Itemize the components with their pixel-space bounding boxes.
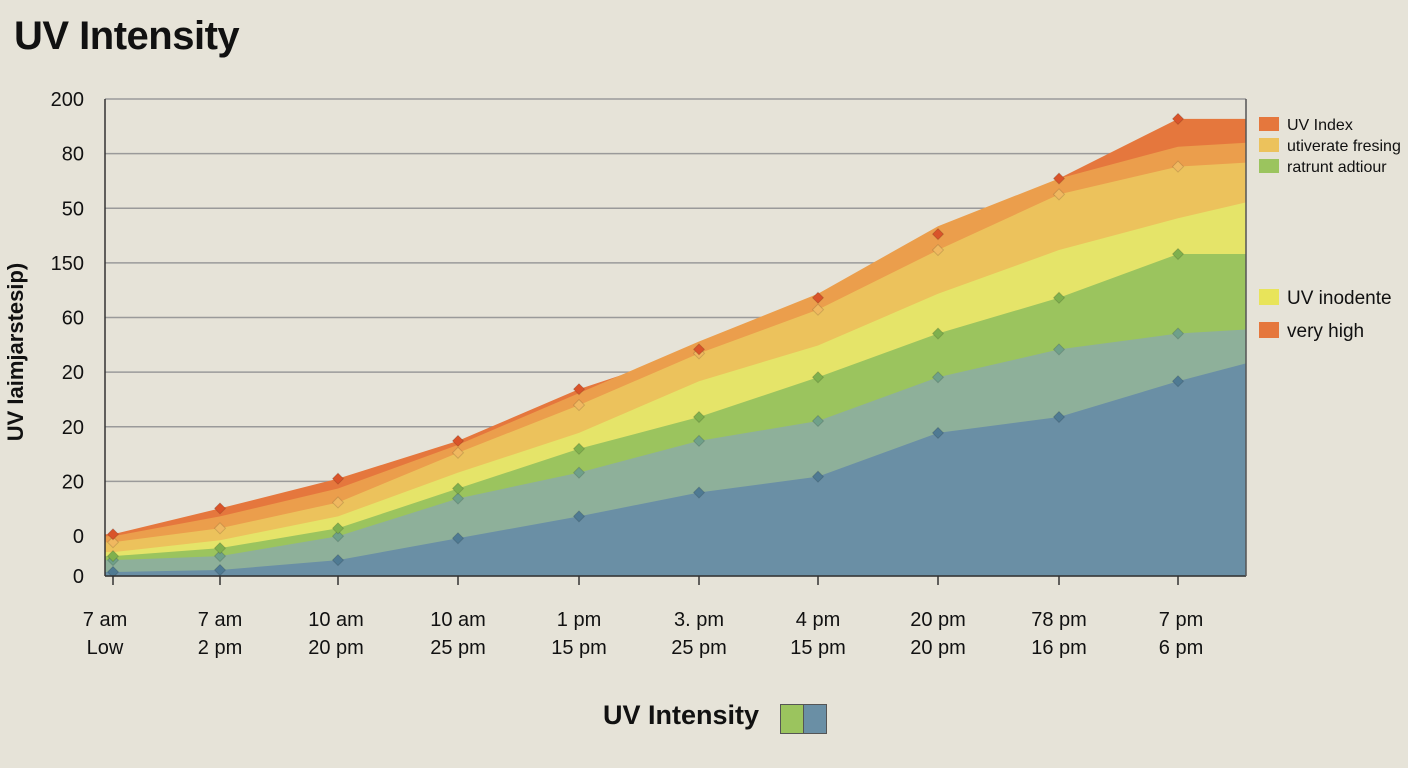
area-base [105,363,1246,576]
data-point [331,522,345,535]
data-point [1052,172,1066,185]
data-point [692,410,706,424]
x-tick-label: 7 pm [1159,609,1203,631]
data-point [451,482,465,495]
y-tick-label: 0 [73,526,84,548]
y-axis-label: UV Iaimjarstesip) [3,263,28,442]
x-axis-label: UV Intensity [603,700,760,730]
data-point [931,243,945,257]
data-point [451,434,465,448]
data-point [1171,112,1185,126]
data-point [1171,375,1185,388]
y-tick-label: 0 [73,566,84,588]
data-point [572,510,586,523]
x-tick-label: 78 pm [1031,609,1087,631]
x-tick-sublabel: 25 pm [671,637,727,659]
data-point [106,536,120,549]
x-tick-label: 4 pm [796,609,840,631]
x-tick-sublabel: 15 pm [790,637,846,659]
x-tick-label: 7 am [198,609,242,631]
x-tick-sublabel: 2 pm [198,637,242,659]
x-tick-label: 3. pm [674,609,724,631]
x-tick-label: 7 am [83,609,127,631]
legend-swatch [1259,289,1279,305]
x-tick-sublabel: Low [87,637,124,659]
legend-swatch [1259,138,1279,152]
legend-swatch-green [780,704,804,734]
x-tick-sublabel: 20 pm [308,637,364,659]
x-tick-label: 10 am [308,609,364,631]
chart-title: UV Intensity [14,14,240,58]
y-tick-label: 200 [51,89,84,111]
y-tick-label: 20 [62,362,84,384]
data-point [451,532,465,545]
data-point [811,303,825,316]
data-point [692,434,706,448]
data-point [106,528,120,541]
legend-label: very high [1287,321,1364,342]
legend-swatch-blue [803,704,827,734]
data-point [1052,343,1066,356]
data-markers [106,112,1185,579]
data-point [331,530,345,543]
data-point [331,553,345,567]
axes [104,99,1247,585]
data-point [811,291,825,304]
y-tick-label: 80 [62,144,84,166]
data-point [572,442,586,456]
legend: UV Index utiverate fresing ratrunt adtiour… [1259,117,1401,342]
x-tick-sublabel: 25 pm [430,637,486,659]
data-point [931,371,945,384]
data-point [213,541,227,555]
data-point [692,486,706,499]
y-tick-label: 60 [62,308,84,330]
legend-swatch [1259,322,1279,338]
data-point [811,470,825,483]
data-point [451,446,465,459]
area-series [105,118,1246,576]
y-tick-label: 20 [62,471,84,493]
data-point [451,492,465,505]
legend-label: utiverate fresing [1287,138,1401,155]
data-point [692,343,706,356]
data-point [106,549,120,563]
data-point [1171,160,1185,173]
legend-label: ratrunt adtiour [1287,159,1387,176]
legend-swatch [1259,117,1279,131]
x-tick-label: 1 pm [557,609,601,631]
data-point [1171,327,1185,340]
x-tick-label: 20 pm [910,609,966,631]
data-point [931,227,945,241]
data-point [572,382,586,396]
y-tick-label: 20 [62,417,84,439]
data-point [1171,247,1185,261]
data-point [811,371,825,384]
data-point [213,549,227,563]
data-point [811,414,825,428]
data-point [931,426,945,440]
x-tick-label: 10 am [430,609,486,631]
data-point [331,472,345,485]
x-tick-sublabel: 16 pm [1031,637,1087,659]
x-tick-sublabel: 6 pm [1159,637,1203,659]
x-tick-sublabel: 15 pm [551,637,607,659]
legend-swatch [1259,159,1279,173]
legend-label: UV Index [1287,117,1353,134]
data-point [931,327,945,340]
data-point [572,466,586,479]
x-tick-sublabel: 20 pm [910,637,966,659]
data-point [1052,410,1066,424]
data-point [572,398,586,412]
x-tick-labels: 7 am Low 7 am 2 pm 10 am 20 pm 10 am 25 pm 1 pm 1… [83,609,1203,659]
data-point [213,522,227,535]
legend-label: UV inodente [1287,288,1392,309]
data-point [1052,291,1066,304]
data-point [331,496,345,509]
data-point [1052,188,1066,201]
data-point [213,502,227,515]
y-tick-label: 50 [62,198,84,220]
y-tick-label: 150 [51,253,84,275]
